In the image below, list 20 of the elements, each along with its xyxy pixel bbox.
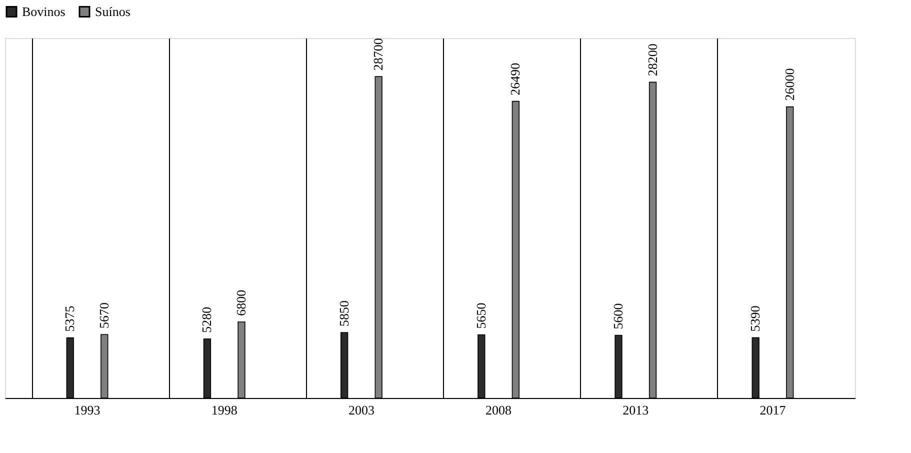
x-tick-label: 2013 xyxy=(622,402,649,418)
data-label: 5390 xyxy=(748,306,763,332)
x-tick-label: 2017 xyxy=(760,402,786,418)
data-label: 5280 xyxy=(199,306,214,333)
legend-label: Bovinos xyxy=(22,4,66,19)
data-label: 5375 xyxy=(62,306,78,332)
x-tick-label: 2003 xyxy=(348,402,374,418)
x-tick-label: 1998 xyxy=(211,402,238,418)
data-label: 26490 xyxy=(508,62,523,96)
data-label: 6800 xyxy=(233,290,248,316)
x-tick-label: 2008 xyxy=(486,402,512,418)
data-label: 26000 xyxy=(782,68,797,101)
x-tick-label: 1993 xyxy=(74,402,100,418)
data-label: 28700 xyxy=(370,38,386,71)
data-label: 5650 xyxy=(473,302,488,329)
data-label: 28200 xyxy=(644,44,660,76)
data-label: 5850 xyxy=(336,300,352,326)
data-label: 5600 xyxy=(610,303,626,330)
legend-label: Suínos xyxy=(95,4,130,19)
data-label: 5670 xyxy=(96,302,112,328)
